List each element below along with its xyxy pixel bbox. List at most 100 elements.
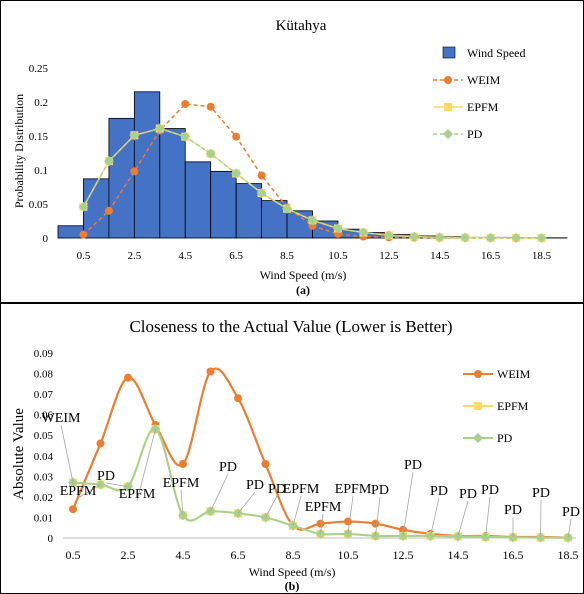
annotation-leader bbox=[402, 471, 414, 537]
x-tick-label: 18.5 bbox=[558, 548, 579, 562]
y-tick-label: 0.05 bbox=[29, 199, 49, 211]
series-marker bbox=[536, 233, 547, 243]
series-marker bbox=[130, 167, 139, 176]
annotation-leader bbox=[485, 496, 491, 538]
y-tick-label: 0.05 bbox=[34, 430, 54, 442]
series-marker bbox=[103, 156, 114, 167]
x-tick-label: 2.5 bbox=[127, 250, 141, 262]
series-marker bbox=[460, 232, 471, 243]
legend-marker bbox=[474, 370, 482, 378]
x-tick-label: 0.5 bbox=[66, 548, 81, 562]
data-callout-label: EPFM bbox=[283, 482, 320, 497]
data-callout-label: PD bbox=[430, 484, 448, 499]
legend-label: EPFM bbox=[497, 399, 529, 413]
series-marker bbox=[511, 232, 522, 243]
series-marker bbox=[206, 102, 215, 111]
series-marker bbox=[260, 512, 271, 523]
legend-label: WEIM bbox=[497, 367, 531, 381]
series-marker bbox=[232, 132, 241, 141]
series-marker bbox=[409, 231, 420, 242]
series-marker bbox=[288, 520, 298, 531]
histogram-bar bbox=[184, 161, 212, 239]
legend-label: PD bbox=[497, 431, 513, 445]
legend-marker bbox=[443, 129, 453, 139]
series-marker bbox=[154, 123, 165, 134]
x-tick-label: 12.5 bbox=[393, 548, 414, 562]
series-marker bbox=[256, 188, 267, 199]
y-tick-label: 0.15 bbox=[29, 131, 49, 143]
y-tick-label: 0.04 bbox=[34, 451, 54, 463]
annotation-leader bbox=[540, 499, 542, 538]
annotation-leader bbox=[237, 491, 256, 514]
series-marker bbox=[399, 525, 407, 534]
series-marker bbox=[79, 230, 88, 239]
data-callout-label: EPFM bbox=[60, 484, 97, 499]
series-marker bbox=[307, 215, 318, 226]
legend-label: Wind Speed bbox=[467, 46, 526, 60]
annotation-leader bbox=[180, 489, 184, 516]
data-callout-label: EPFM bbox=[119, 487, 156, 502]
legend-label: WEIM bbox=[467, 73, 501, 87]
x-tick-label: 16.5 bbox=[503, 548, 524, 562]
x-tick-label: 8.5 bbox=[280, 250, 294, 262]
series-marker bbox=[485, 232, 496, 243]
data-callout-label: PD bbox=[504, 503, 522, 518]
y-tick-label: 0.08 bbox=[34, 369, 54, 381]
legend-swatch bbox=[442, 46, 456, 59]
data-callout-label: EPFM bbox=[163, 476, 200, 491]
data-callout-label: EPFM bbox=[335, 482, 372, 497]
x-axis-label: Wind Speed (m/s) bbox=[260, 268, 347, 282]
closeness-chart: Closeness to the Actual Value (Lower is … bbox=[11, 317, 580, 593]
series-marker bbox=[78, 201, 89, 212]
x-tick-label: 8.5 bbox=[286, 548, 301, 562]
y-tick-label: 0.06 bbox=[34, 410, 54, 422]
annotation-leader bbox=[347, 495, 354, 534]
legend-marker bbox=[444, 103, 452, 111]
legend-marker bbox=[444, 76, 452, 84]
probability-distribution-chart: Kütahya 0 0.05 0.1 0.15 0.2 0.25 0.5 2.5 4.5 6.5… bbox=[12, 18, 568, 297]
data-callout-label: WEIM bbox=[42, 411, 81, 426]
series-marker bbox=[104, 206, 113, 215]
annotation-leader bbox=[430, 497, 440, 537]
y-tick-label: 0.09 bbox=[34, 348, 54, 360]
series-marker bbox=[343, 528, 353, 539]
series-marker bbox=[383, 230, 394, 241]
series-marker bbox=[315, 528, 326, 539]
y-tick-label: 0.1 bbox=[34, 165, 48, 177]
series-marker bbox=[179, 460, 187, 468]
y-tick-label: 0.01 bbox=[34, 512, 53, 524]
panel-label: (a) bbox=[296, 283, 310, 297]
data-callout-label: PD bbox=[404, 458, 422, 473]
annotation-leader bbox=[567, 518, 572, 538]
x-tick-label: 6.5 bbox=[231, 548, 246, 562]
series-marker bbox=[282, 203, 293, 214]
y-tick-label: 0.07 bbox=[34, 389, 54, 401]
histogram-bar bbox=[159, 128, 186, 239]
y-axis-label: Probability Distribution bbox=[12, 94, 26, 208]
chart-panel-b: Closeness to the Actual Value (Lower is … bbox=[0, 303, 584, 594]
histogram-bar bbox=[57, 225, 84, 239]
chart-panel-a: Kütahya 0 0.05 0.1 0.15 0.2 0.25 0.5 2.5 4.5 6.5… bbox=[0, 0, 584, 303]
y-tick-label: 0.25 bbox=[29, 63, 49, 75]
x-tick-label: 14.5 bbox=[430, 250, 450, 262]
series-marker bbox=[96, 439, 105, 448]
series-marker bbox=[316, 519, 325, 528]
x-tick-label: 16.5 bbox=[481, 250, 501, 262]
series-marker bbox=[332, 223, 343, 234]
x-tick-label: 6.5 bbox=[229, 250, 243, 262]
data-callout-label: PD bbox=[219, 460, 237, 475]
data-callout-label: EPFM bbox=[305, 500, 342, 515]
histogram-bar bbox=[210, 170, 237, 239]
series-marker bbox=[180, 131, 191, 142]
series-marker bbox=[261, 460, 270, 468]
annotation-leader bbox=[375, 496, 381, 536]
y-axis-label: Absolute Value bbox=[11, 408, 27, 500]
series-marker bbox=[344, 517, 352, 526]
series-marker bbox=[234, 394, 242, 403]
annotation-leader bbox=[457, 500, 469, 537]
series-marker bbox=[425, 530, 436, 541]
histogram-bar bbox=[133, 91, 161, 239]
series-marker bbox=[371, 519, 380, 528]
x-tick-label: 4.5 bbox=[178, 250, 192, 262]
x-tick-label: 10.5 bbox=[338, 548, 359, 562]
